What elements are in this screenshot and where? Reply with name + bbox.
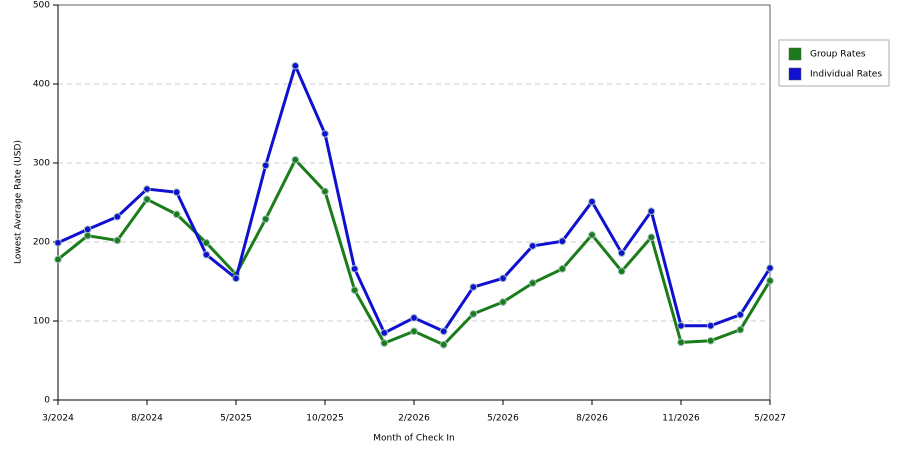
data-point bbox=[321, 187, 329, 196]
y-tick-label: 0 bbox=[44, 396, 50, 406]
x-tick-label: 2/2026 bbox=[398, 414, 430, 424]
y-tick-label: 300 bbox=[33, 159, 50, 169]
x-tick-label: 11/2026 bbox=[662, 414, 700, 424]
plot-area bbox=[57, 4, 771, 401]
data-point bbox=[113, 236, 122, 245]
data-point bbox=[528, 279, 537, 287]
data-point bbox=[54, 255, 62, 264]
data-point bbox=[558, 237, 567, 246]
data-point bbox=[380, 329, 389, 337]
legend-swatch bbox=[788, 67, 802, 81]
data-point bbox=[380, 339, 389, 347]
data-point bbox=[113, 212, 122, 221]
data-point bbox=[736, 310, 745, 319]
data-point bbox=[439, 327, 448, 336]
data-point bbox=[528, 242, 537, 250]
data-point bbox=[410, 327, 418, 336]
data-point bbox=[202, 238, 211, 247]
data-point bbox=[54, 238, 62, 247]
y-axis-label: Lowest Average Rate (USD) bbox=[14, 140, 24, 264]
x-axis-label: Month of Check In bbox=[373, 434, 455, 444]
data-point bbox=[499, 274, 507, 283]
data-point bbox=[261, 215, 270, 223]
y-tick-label: 500 bbox=[33, 1, 50, 11]
series-line bbox=[57, 64, 772, 335]
y-tick-label: 200 bbox=[33, 238, 50, 248]
data-point bbox=[321, 129, 329, 138]
legend-swatch bbox=[788, 47, 802, 61]
data-point bbox=[706, 321, 715, 330]
data-point bbox=[469, 310, 478, 318]
data-point bbox=[143, 185, 151, 193]
data-point bbox=[499, 298, 507, 306]
data-point bbox=[439, 340, 448, 349]
data-point bbox=[350, 265, 359, 273]
x-tick-label: 8/2026 bbox=[576, 414, 608, 424]
data-point bbox=[617, 267, 626, 276]
data-point bbox=[677, 321, 685, 330]
data-point bbox=[410, 314, 418, 322]
data-point bbox=[202, 250, 211, 259]
data-point bbox=[172, 188, 181, 197]
data-point bbox=[350, 286, 359, 294]
data-point bbox=[143, 195, 151, 204]
x-tick-label: 5/2026 bbox=[487, 414, 519, 424]
data-point bbox=[736, 325, 745, 334]
data-point bbox=[261, 161, 270, 170]
data-point bbox=[766, 276, 774, 285]
data-point bbox=[647, 233, 656, 242]
data-point bbox=[232, 274, 240, 283]
data-point bbox=[677, 338, 685, 347]
y-tick-label: 400 bbox=[33, 80, 50, 90]
data-point bbox=[83, 231, 92, 240]
data-point bbox=[291, 62, 300, 70]
data-point bbox=[617, 249, 626, 257]
x-tick-label: 10/2025 bbox=[306, 414, 343, 424]
x-tick-label: 3/2024 bbox=[42, 414, 74, 424]
data-point bbox=[558, 265, 567, 273]
x-tick-label: 5/2027 bbox=[754, 414, 786, 424]
legend-label: Individual Rates bbox=[810, 70, 882, 80]
data-point bbox=[83, 225, 92, 234]
data-point bbox=[172, 210, 181, 219]
data-point bbox=[469, 283, 478, 291]
x-tick-label: 5/2025 bbox=[220, 414, 252, 424]
x-tick-label: 8/2024 bbox=[131, 414, 163, 424]
legend-label: Group Rates bbox=[810, 50, 866, 60]
data-point bbox=[588, 197, 596, 206]
data-point bbox=[706, 336, 715, 345]
data-point bbox=[647, 207, 656, 215]
data-point bbox=[588, 231, 596, 239]
data-point bbox=[291, 156, 300, 164]
data-point bbox=[766, 264, 774, 272]
y-tick-label: 100 bbox=[33, 317, 50, 327]
